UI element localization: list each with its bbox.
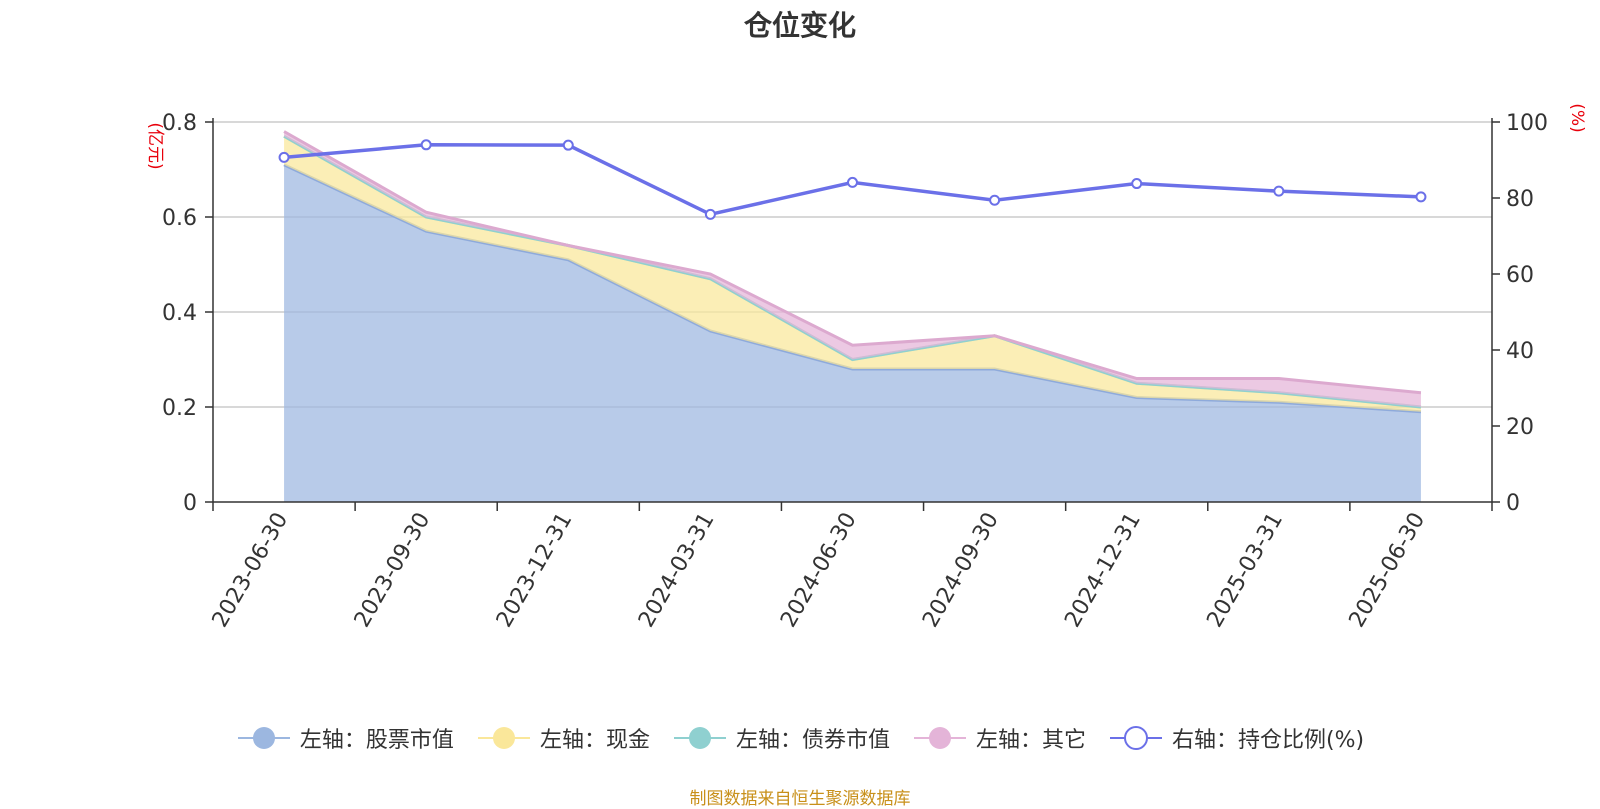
x-axis-tick-label: 2024-09-30 [918,509,1004,632]
ratio-point [989,194,1001,206]
x-axis-tick-label: 2023-06-30 [208,509,294,632]
ratio-point [1273,185,1285,197]
legend-item-bond[interactable]: 左轴：债券市值 [672,722,890,754]
legend-label: 左轴：现金 [539,728,650,753]
right-axis-tick-label: 0 [1506,491,1520,516]
data-source-note: 制图数据来自恒生聚源数据库 [689,789,911,809]
legend-item-other[interactable]: 左轴：其它 [912,722,1086,754]
x-axis-tick-label: 2024-12-31 [1060,509,1146,632]
right-axis-unit: (%) [1567,103,1587,132]
chart-title: 仓位变化 [743,9,856,42]
right-axis-tick-label: 40 [1506,339,1534,364]
legend-label: 右轴：持仓比例(%) [1171,728,1365,753]
area-line-other [283,130,1422,395]
legend-marker-icon [237,727,290,749]
legend-label: 左轴：债券市值 [735,728,890,753]
ratio-point [704,208,716,220]
left-axis-tick-label: 0.4 [162,301,197,326]
x-axis-tick-label: 2023-09-30 [350,508,436,631]
x-axis-tick-label: 2024-06-30 [776,509,862,632]
legend-item-stock[interactable]: 左轴：股票市值 [236,722,454,754]
left-axis-unit: (亿元) [145,122,165,169]
x-axis-tick-label: 2025-03-31 [1202,509,1288,632]
ratio-point [278,151,290,163]
chart-legend: 左轴：股票市值 左轴：现金 左轴：债券市值 左轴：其它 右轴：持仓比例(%) [0,722,1600,754]
x-axis-tick-label: 2025-06-30 [1345,509,1431,632]
legend-item-ratio[interactable]: 右轴：持仓比例(%) [1108,722,1364,754]
ratio-point [1131,178,1143,190]
right-axis-tick-label: 100 [1506,111,1548,136]
area-stock [284,164,1421,502]
left-axis-tick-label: 0.8 [162,111,197,136]
ratio-point [1415,191,1427,203]
legend-label: 左轴：其它 [975,728,1086,753]
ratio-point [420,139,432,151]
x-axis-tick-label: 2023-12-31 [492,509,578,632]
legend-marker-icon [477,727,530,749]
legend-marker-icon [673,727,726,749]
legend-label: 左轴：股票市值 [299,728,454,753]
area-other [284,131,1421,407]
legend-item-cash[interactable]: 左轴：现金 [476,722,650,754]
right-axis-tick-label: 80 [1506,187,1534,212]
left-axis-tick-label: 0.6 [162,206,197,231]
x-axis-tick-label: 2024-03-31 [634,509,720,632]
ratio-point [562,139,574,151]
left-axis-tick-label: 0.2 [162,396,197,421]
left-axis-tick-label: 0 [183,491,197,516]
legend-marker-icon [913,727,966,749]
right-axis-tick-label: 20 [1506,415,1534,440]
legend-marker-icon [1109,726,1162,750]
right-axis-tick-label: 60 [1506,263,1534,288]
ratio-point [847,176,858,188]
